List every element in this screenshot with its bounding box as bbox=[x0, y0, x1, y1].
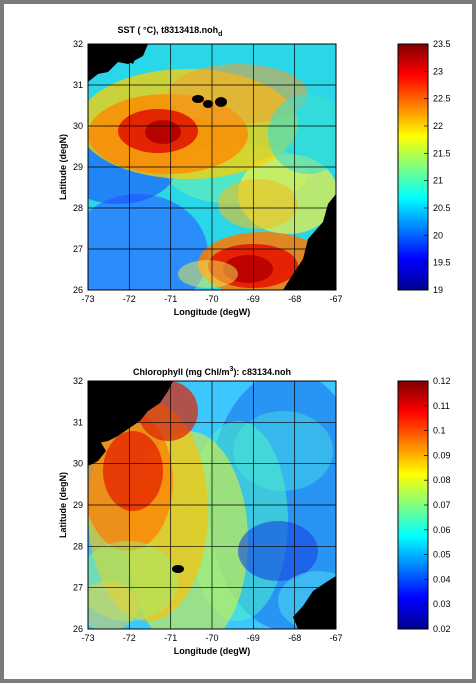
chl-title: Chlorophyll (mg Chl/m3): c83134.noh bbox=[133, 366, 291, 377]
sst-xtick-label: -73 bbox=[81, 294, 94, 304]
chl-ytick-label: 28 bbox=[73, 541, 83, 551]
chl-grid bbox=[88, 381, 336, 629]
sst-ytick-label: 26 bbox=[73, 285, 83, 295]
chl-ytick-label: 32 bbox=[73, 376, 83, 386]
sst-colorbar-label: 19 bbox=[433, 285, 443, 295]
chl-xtick-label: -68 bbox=[288, 633, 301, 643]
chl-colorbar-ticks bbox=[424, 405, 428, 605]
sst-xtick-label: -68 bbox=[288, 294, 301, 304]
chl-colorbar-gradient bbox=[397, 380, 429, 630]
sst-colorbar-label: 21.5 bbox=[433, 148, 451, 158]
sst-axes-frame bbox=[87, 43, 337, 291]
chl-xtick-label: -69 bbox=[247, 633, 260, 643]
sst-xtick-label: -69 bbox=[247, 294, 260, 304]
chl-axes-frame bbox=[87, 380, 337, 630]
sst-colorbar-gradient bbox=[397, 43, 429, 291]
chl-map bbox=[88, 381, 336, 629]
sst-colorbar-label: 19.5 bbox=[433, 258, 451, 268]
chl-field bbox=[88, 381, 336, 629]
chl-ytick-label: 31 bbox=[73, 417, 83, 427]
sst-map bbox=[88, 44, 336, 290]
chl-colorbar: 0.12 0.11 0.1 0.09 0.08 0.07 0.06 0.05 0… bbox=[397, 376, 451, 634]
sst-title: SST ( °C), t8313418.nohd bbox=[118, 25, 223, 38]
sst-xlabel: Longitude (degW) bbox=[174, 307, 250, 317]
figure-page: SST ( °C), t8313418.nohd bbox=[4, 4, 472, 679]
chl-colorbar-label: 0.03 bbox=[433, 599, 451, 609]
sst-colorbar: 23.5 23 22.5 22 21.5 21 20.5 20 19.5 19 bbox=[397, 39, 451, 295]
sst-ytick-label: 27 bbox=[73, 244, 83, 254]
chl-xtick-label: -67 bbox=[329, 633, 342, 643]
sst-ytick-label: 32 bbox=[73, 39, 83, 49]
sst-grid bbox=[88, 44, 336, 290]
figure-svg: SST ( °C), t8313418.nohd bbox=[58, 25, 451, 656]
chl-land-mask bbox=[88, 381, 336, 629]
sst-ytick-label: 30 bbox=[73, 121, 83, 131]
chl-colorbar-label: 0.05 bbox=[433, 550, 451, 560]
sst-colorbar-label: 20.5 bbox=[433, 203, 451, 213]
chl-xtick-label: -72 bbox=[123, 633, 136, 643]
sst-ytick-label: 29 bbox=[73, 162, 83, 172]
chl-colorbar-label: 0.11 bbox=[433, 401, 450, 411]
sst-ytick-label: 31 bbox=[73, 80, 83, 90]
chl-xtick-label: -73 bbox=[81, 633, 94, 643]
chl-panel: Chlorophyll (mg Chl/m3): c83134.noh bbox=[58, 366, 451, 656]
chl-colorbar-label: 0.12 bbox=[433, 376, 451, 386]
chl-yticks: 32 31 30 29 28 27 26 bbox=[73, 376, 83, 634]
sst-colorbar-label: 23.5 bbox=[433, 39, 451, 49]
chl-colorbar-label: 0.04 bbox=[433, 574, 451, 584]
sst-colorbar-ticks bbox=[424, 70, 428, 264]
chl-xtick-label: -71 bbox=[164, 633, 177, 643]
sst-ylabel: Latitude (degN) bbox=[58, 134, 68, 200]
sst-colorbar-label: 22 bbox=[433, 121, 443, 131]
chl-colorbar-label: 0.02 bbox=[433, 624, 451, 634]
chl-xticks: -73 -72 -71 -70 -69 -68 -67 bbox=[81, 633, 342, 643]
chl-ytick-label: 26 bbox=[73, 624, 83, 634]
chl-colorbar-label: 0.08 bbox=[433, 475, 451, 485]
chl-colorbar-label: 0.1 bbox=[433, 426, 446, 436]
chl-ytick-label: 29 bbox=[73, 500, 83, 510]
sst-xticks: -73 -72 -71 -70 -69 -68 -67 bbox=[81, 294, 342, 304]
sst-yticks: 32 31 30 29 28 27 26 bbox=[73, 39, 83, 295]
chl-colorbar-label: 0.09 bbox=[433, 450, 451, 460]
sst-colorbar-label: 22.5 bbox=[433, 94, 451, 104]
chl-ytick-label: 30 bbox=[73, 459, 83, 469]
sst-xtick-label: -71 bbox=[164, 294, 177, 304]
chl-colorbar-label: 0.06 bbox=[433, 525, 451, 535]
chl-xlabel: Longitude (degW) bbox=[174, 646, 250, 656]
sst-panel: SST ( °C), t8313418.nohd bbox=[58, 25, 451, 317]
sst-colorbar-label: 23 bbox=[433, 66, 443, 76]
chl-ylabel: Latitude (degN) bbox=[58, 472, 68, 538]
chl-xtick-label: -70 bbox=[205, 633, 218, 643]
chl-colorbar-label: 0.07 bbox=[433, 500, 451, 510]
sst-xtick-label: -70 bbox=[205, 294, 218, 304]
sst-ytick-label: 28 bbox=[73, 203, 83, 213]
sst-colorbar-label: 20 bbox=[433, 230, 443, 240]
sst-xtick-label: -72 bbox=[123, 294, 136, 304]
chl-ytick-label: 27 bbox=[73, 583, 83, 593]
sst-colorbar-label: 21 bbox=[433, 176, 443, 186]
sst-land-mask bbox=[88, 44, 336, 290]
sst-xtick-label: -67 bbox=[329, 294, 342, 304]
